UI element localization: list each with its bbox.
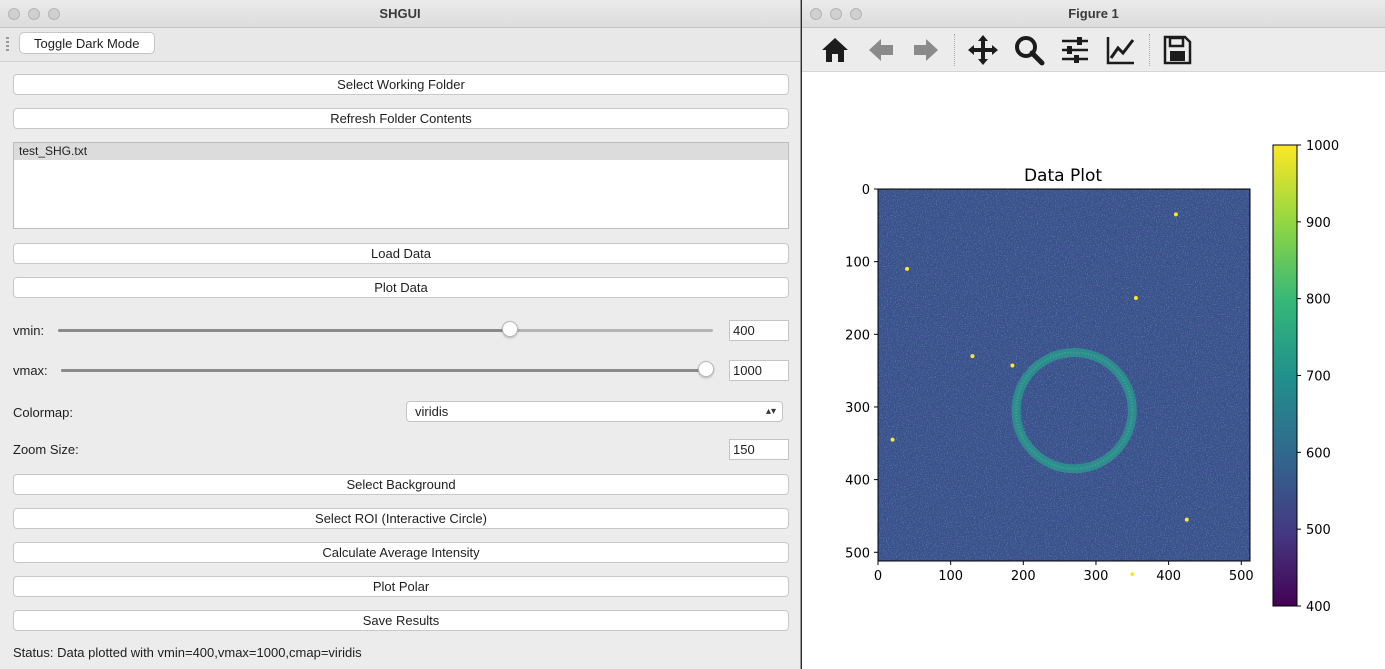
figure-canvas[interactable]: Data Plot 0 100 200 300 400 500 0 100 200 300 400 5… [802, 72, 1385, 669]
vmin-slider-handle[interactable] [501, 321, 518, 337]
save-icon[interactable] [1161, 34, 1193, 66]
chevron-updown-icon: ▴▾ [765, 406, 776, 417]
y-tick-label: 500 [845, 546, 870, 561]
minimize-window-button[interactable] [28, 8, 40, 20]
vmin-label: vmin: [13, 323, 45, 338]
figure-title: Figure 1 [1068, 6, 1119, 21]
y-tick-label: 200 [845, 328, 870, 343]
bright-spot [1184, 517, 1189, 522]
save-results-button[interactable]: Save Results [13, 610, 789, 631]
x-tick-label: 0 [874, 569, 882, 584]
bright-spot [1010, 363, 1015, 368]
vmax-slider-handle[interactable] [698, 361, 714, 377]
plot-data-button[interactable]: Plot Data [13, 277, 789, 298]
window-controls [8, 8, 60, 20]
plot-polar-button[interactable]: Plot Polar [13, 576, 789, 597]
vmax-slider-fill [61, 369, 706, 372]
zoom-window-button[interactable] [850, 8, 862, 20]
colorbar-tick-label: 500 [1306, 523, 1331, 538]
toolbar-separator [954, 34, 955, 66]
pan-icon[interactable] [967, 34, 999, 66]
colorbar-tick-label: 600 [1306, 446, 1331, 461]
status-text: Status: Data plotted with vmin=400,vmax=… [13, 645, 362, 660]
home-icon[interactable] [819, 34, 851, 66]
figure-window-controls [810, 8, 862, 20]
colorbar: 400 500 600 700 800 900 1000 [1272, 139, 1339, 615]
y-tick-label: 400 [845, 474, 870, 489]
x-tick-label: 500 [1229, 569, 1254, 584]
heatmap-noise [878, 189, 1250, 561]
bright-spot [1133, 295, 1138, 300]
zoom-size-input[interactable]: 150 [729, 439, 789, 460]
forward-icon[interactable] [910, 34, 942, 66]
list-item[interactable]: test_SHG.txt [14, 143, 788, 160]
plot-frame [877, 188, 1251, 562]
refresh-folder-button[interactable]: Refresh Folder Contents [13, 108, 789, 129]
minimize-window-button[interactable] [830, 8, 842, 20]
colorbar-tick-label: 800 [1306, 293, 1331, 308]
x-tick-label: 400 [1156, 569, 1181, 584]
vmin-input[interactable]: 400 [729, 320, 789, 341]
bright-spot [905, 266, 910, 271]
vmin-slider-fill [58, 329, 510, 332]
zoom-window-button[interactable] [48, 8, 60, 20]
ring-highlight [1015, 351, 1134, 470]
colorbar-gradient [1272, 144, 1298, 607]
figure-window: Figure 1 [802, 0, 1385, 669]
chart-title: Data Plot [1024, 166, 1102, 186]
zoom-icon[interactable] [1013, 34, 1045, 66]
figure-toolbar [802, 28, 1385, 72]
bright-spot [1173, 212, 1178, 217]
window-title: SHGUI [379, 6, 421, 21]
colormap-label: Colormap: [13, 405, 73, 420]
colormap-value: viridis [415, 404, 449, 419]
figure-titlebar: Figure 1 [802, 0, 1385, 28]
vmax-label: vmax: [13, 363, 48, 378]
zoom-size-label: Zoom Size: [13, 442, 79, 457]
x-tick-label: 300 [1084, 569, 1109, 584]
back-icon[interactable] [865, 34, 897, 66]
toolbar-grip-icon[interactable] [6, 37, 9, 52]
bright-spot [1130, 572, 1135, 577]
close-window-button[interactable] [810, 8, 822, 20]
colorbar-tick-label: 400 [1306, 600, 1331, 615]
vmax-input[interactable]: 1000 [729, 360, 789, 381]
vmax-slider[interactable] [61, 361, 714, 377]
shgui-titlebar: SHGUI [0, 0, 800, 28]
shgui-toolbar: Toggle Dark Mode [0, 28, 800, 62]
y-tick-label: 100 [845, 256, 870, 271]
toolbar-separator [1149, 34, 1150, 66]
close-window-button[interactable] [8, 8, 20, 20]
colorbar-tick-label: 1000 [1306, 139, 1339, 154]
colorbar-tick-label: 900 [1306, 216, 1331, 231]
configure-icon[interactable] [1059, 34, 1091, 66]
y-tick-label: 300 [845, 401, 870, 416]
x-tick-label: 200 [1011, 569, 1036, 584]
edit-axis-icon[interactable] [1105, 34, 1137, 66]
select-background-button[interactable]: Select Background [13, 474, 789, 495]
heatmap-axes: 0 100 200 300 400 500 0 100 200 300 400 500 [845, 183, 1254, 584]
file-list[interactable]: test_SHG.txt [13, 142, 789, 229]
x-tick-label: 100 [938, 569, 963, 584]
bright-spot [890, 437, 895, 442]
heatmap-image[interactable] [878, 189, 1250, 577]
toggle-dark-mode-button[interactable]: Toggle Dark Mode [19, 32, 155, 54]
shgui-window: SHGUI Toggle Dark Mode Select Working Fo… [0, 0, 801, 669]
y-tick-label: 0 [862, 183, 870, 198]
colorbar-tick-label: 700 [1306, 370, 1331, 385]
select-working-folder-button[interactable]: Select Working Folder [13, 74, 789, 95]
colormap-select[interactable]: viridis ▴▾ [406, 401, 783, 422]
load-data-button[interactable]: Load Data [13, 243, 789, 264]
vmin-slider[interactable] [58, 321, 713, 337]
select-roi-button[interactable]: Select ROI (Interactive Circle) [13, 508, 789, 529]
calculate-average-button[interactable]: Calculate Average Intensity [13, 542, 789, 563]
bright-spot [970, 354, 975, 359]
